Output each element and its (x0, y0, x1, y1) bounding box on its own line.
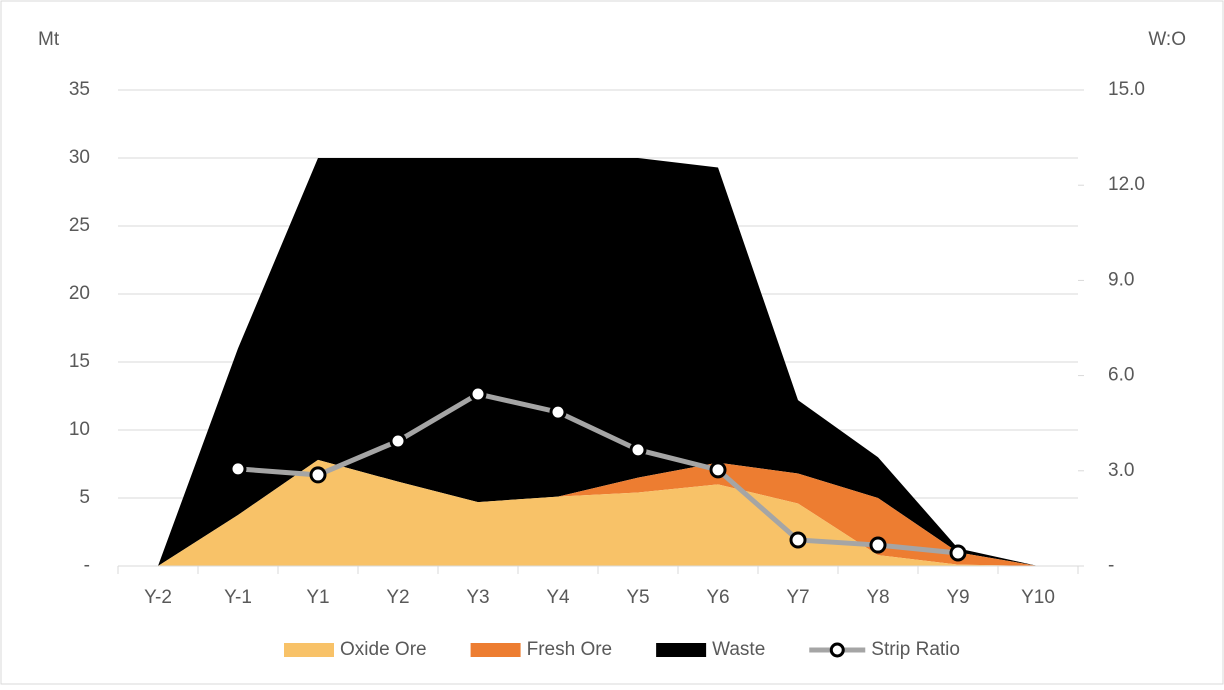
y2-tick-label: 3.0 (1108, 460, 1134, 481)
y2-axis-title: W:O (1148, 29, 1186, 50)
y-tick-label: 30 (69, 147, 90, 168)
legend-label: Fresh Ore (527, 639, 613, 660)
area (158, 158, 1038, 566)
y2-tick-label: - (1108, 555, 1114, 576)
x-tick-label: Y4 (546, 587, 570, 608)
legend-marker (829, 642, 845, 658)
y-tick-label: 25 (69, 215, 90, 236)
marker (549, 403, 567, 421)
legend-swatch (470, 643, 521, 657)
marker (389, 432, 407, 450)
y2-tick-label: 12.0 (1108, 174, 1145, 195)
line (237, 391, 959, 556)
legend-label: Strip Ratio (871, 639, 960, 660)
marker (949, 544, 967, 562)
legend-swatch (284, 643, 334, 657)
y-tick-label: 35 (69, 79, 90, 100)
y2-tick-label: 15.0 (1108, 79, 1145, 100)
marker (229, 460, 247, 478)
y-tick-label: 15 (69, 351, 90, 372)
marker (709, 461, 727, 479)
marker (309, 466, 327, 484)
marker (469, 385, 487, 403)
marker (869, 536, 887, 554)
legend-label: Waste (712, 639, 765, 660)
x-tick-label: Y-1 (224, 587, 252, 608)
y2-tick-label: 6.0 (1108, 365, 1134, 386)
y-tick-label: 20 (69, 283, 90, 304)
x-tick-label: Y2 (386, 587, 409, 608)
y-axis-title: Mt (38, 29, 60, 50)
x-tick-label: Y6 (706, 587, 729, 608)
x-tick-label: Y1 (306, 587, 329, 608)
legend-swatch (656, 643, 707, 657)
y-tick-label: 5 (79, 487, 90, 508)
legend-label: Oxide Ore (340, 639, 427, 660)
area (158, 459, 1038, 566)
x-tick-label: Y5 (626, 587, 649, 608)
marker (629, 441, 647, 459)
x-tick-label: Y3 (466, 587, 489, 608)
x-tick-label: Y9 (946, 587, 969, 608)
y-tick-label: 10 (69, 419, 90, 440)
x-tick-label: Y-2 (144, 587, 172, 608)
x-tick-label: Y10 (1021, 587, 1055, 608)
x-tick-label: Y8 (866, 587, 889, 608)
y-tick-label: - (84, 555, 90, 576)
y2-tick-label: 9.0 (1108, 269, 1134, 290)
x-tick-label: Y7 (786, 587, 809, 608)
marker (789, 531, 807, 549)
